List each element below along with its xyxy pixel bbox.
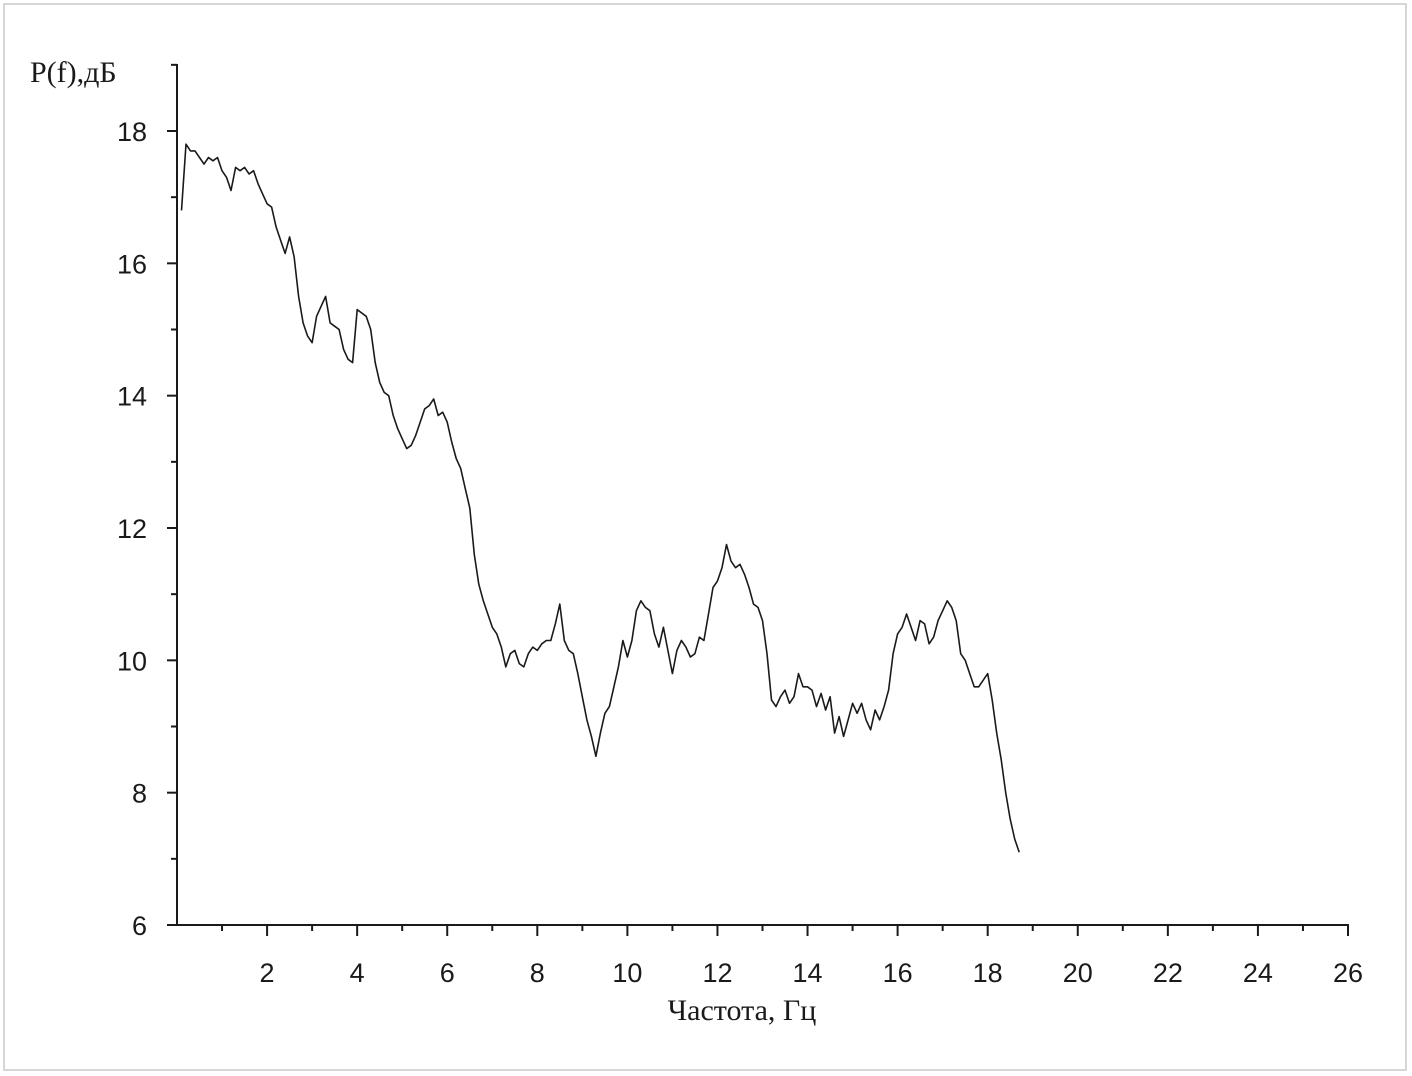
y-tick-label: 8 xyxy=(132,779,147,809)
y-tick-label: 18 xyxy=(117,117,147,147)
x-axis-title: Частота, Гц xyxy=(668,994,817,1027)
y-axis: 6 8 10 12 14 16 18 xyxy=(117,63,178,941)
y-tick-label: 14 xyxy=(117,382,147,412)
x-tick-label: 20 xyxy=(1063,958,1093,988)
x-tick-label: 22 xyxy=(1153,958,1183,988)
x-tick-label: 10 xyxy=(612,958,642,988)
y-axis-title: P(f),дБ xyxy=(30,56,117,89)
x-tick-label: 24 xyxy=(1243,958,1273,988)
x-tick-label: 26 xyxy=(1333,958,1363,988)
x-tick-label: 6 xyxy=(440,958,455,988)
y-tick-label: 10 xyxy=(117,646,147,676)
plot-area xyxy=(180,143,1020,853)
y-tick-label: 6 xyxy=(132,911,147,941)
x-tick-label: 14 xyxy=(793,958,823,988)
x-axis: 2 4 6 8 10 12 14 16 18 20 22 24 26 xyxy=(176,924,1363,988)
x-tick-label: 4 xyxy=(350,958,365,988)
x-tick-label: 8 xyxy=(530,958,545,988)
y-tick-label: 16 xyxy=(117,249,147,279)
chart-frame xyxy=(3,3,1407,1071)
x-tick-label: 16 xyxy=(883,958,913,988)
y-tick-label: 12 xyxy=(117,514,147,544)
x-tick-label: 2 xyxy=(260,958,275,988)
x-tick-label: 12 xyxy=(702,958,732,988)
series-line xyxy=(180,143,1020,853)
x-tick-label: 18 xyxy=(973,958,1003,988)
